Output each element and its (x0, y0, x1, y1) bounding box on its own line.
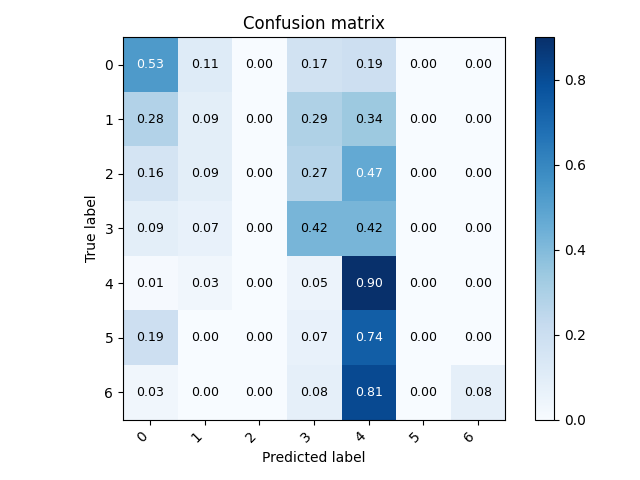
Text: 0.00: 0.00 (464, 113, 492, 126)
Text: 0.07: 0.07 (191, 222, 219, 235)
Text: 0.81: 0.81 (355, 386, 383, 399)
Text: 0.19: 0.19 (355, 58, 383, 71)
Text: 0.00: 0.00 (464, 331, 492, 344)
Text: 0.00: 0.00 (410, 168, 437, 180)
Text: 0.11: 0.11 (191, 58, 219, 71)
Text: 0.74: 0.74 (355, 331, 383, 344)
Text: 0.00: 0.00 (246, 222, 273, 235)
Text: 0.00: 0.00 (191, 331, 219, 344)
X-axis label: Predicted label: Predicted label (262, 451, 366, 465)
Text: 0.00: 0.00 (464, 276, 492, 289)
Text: 0.00: 0.00 (464, 58, 492, 71)
Text: 0.28: 0.28 (136, 113, 164, 126)
Text: 0.16: 0.16 (136, 168, 164, 180)
Text: 0.09: 0.09 (191, 113, 219, 126)
Text: 0.00: 0.00 (464, 222, 492, 235)
Text: 0.03: 0.03 (136, 386, 164, 399)
Text: 0.03: 0.03 (191, 276, 219, 289)
Title: Confusion matrix: Confusion matrix (243, 15, 385, 33)
Text: 0.29: 0.29 (300, 113, 328, 126)
Text: 0.00: 0.00 (246, 58, 273, 71)
Text: 0.19: 0.19 (136, 331, 164, 344)
Text: 0.53: 0.53 (136, 58, 164, 71)
Text: 0.00: 0.00 (246, 386, 273, 399)
Text: 0.00: 0.00 (246, 276, 273, 289)
Text: 0.00: 0.00 (246, 168, 273, 180)
Text: 0.00: 0.00 (410, 58, 437, 71)
Text: 0.07: 0.07 (300, 331, 328, 344)
Text: 0.00: 0.00 (191, 386, 219, 399)
Text: 0.42: 0.42 (300, 222, 328, 235)
Text: 0.17: 0.17 (300, 58, 328, 71)
Text: 0.08: 0.08 (464, 386, 492, 399)
Text: 0.00: 0.00 (246, 331, 273, 344)
Text: 0.27: 0.27 (300, 168, 328, 180)
Text: 0.00: 0.00 (410, 386, 437, 399)
Text: 0.00: 0.00 (410, 276, 437, 289)
Text: 0.42: 0.42 (355, 222, 383, 235)
Text: 0.00: 0.00 (410, 222, 437, 235)
Text: 0.08: 0.08 (300, 386, 328, 399)
Text: 0.00: 0.00 (464, 168, 492, 180)
Y-axis label: True label: True label (85, 194, 99, 262)
Text: 0.00: 0.00 (246, 113, 273, 126)
Text: 0.00: 0.00 (410, 331, 437, 344)
Text: 0.47: 0.47 (355, 168, 383, 180)
Text: 0.05: 0.05 (300, 276, 328, 289)
Text: 0.34: 0.34 (355, 113, 383, 126)
Text: 0.09: 0.09 (136, 222, 164, 235)
Text: 0.90: 0.90 (355, 276, 383, 289)
Text: 0.00: 0.00 (410, 113, 437, 126)
Text: 0.09: 0.09 (191, 168, 219, 180)
Text: 0.01: 0.01 (136, 276, 164, 289)
